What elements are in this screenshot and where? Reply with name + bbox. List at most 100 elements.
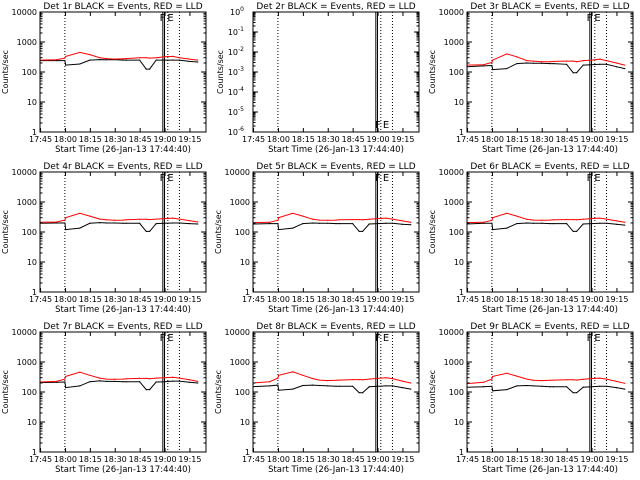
data-point-lld — [572, 218, 574, 221]
data-point-lld — [114, 58, 116, 60]
data-point-lld — [549, 219, 551, 221]
data-point-lld — [302, 374, 304, 376]
data-point-lld — [624, 64, 626, 66]
data-point-events — [148, 230, 151, 232]
y-tick-label: 10000 — [439, 328, 464, 337]
x-tick-label: 18:30 — [531, 135, 554, 144]
y-tick-label: 100 — [22, 68, 37, 77]
data-point-events — [532, 62, 535, 64]
y-axis-label: Counts/sec — [216, 50, 225, 94]
data-point-lld — [114, 378, 116, 380]
x-tick-label: 18:30 — [531, 295, 554, 304]
data-point-events — [532, 222, 535, 224]
data-point-events — [483, 386, 485, 388]
data-point-events — [358, 392, 360, 394]
data-point-lld — [526, 378, 528, 380]
data-point-events — [64, 381, 66, 383]
x-tick-label: 19:00 — [367, 135, 390, 144]
x-tick-label: 18:15 — [79, 135, 102, 144]
data-point-lld — [172, 376, 174, 378]
data-point-events — [506, 227, 508, 229]
x-tick-label: 19:00 — [581, 135, 604, 144]
y-tick-label: 1 — [32, 128, 37, 137]
data-point-lld — [105, 57, 107, 60]
data-point-lld — [526, 218, 528, 220]
x-tick-label: 18:00 — [481, 295, 504, 304]
y-tick-exp: -2 — [238, 46, 244, 53]
data-point-lld — [327, 379, 329, 382]
data-point-lld — [155, 57, 157, 59]
data-point-events — [188, 223, 190, 225]
x-tick-label: 18:45 — [129, 295, 152, 304]
data-point-lld — [292, 212, 294, 214]
data-point-lld — [605, 378, 608, 380]
data-point-events — [302, 384, 304, 387]
data-point-events — [178, 222, 181, 224]
data-point-lld — [89, 215, 91, 217]
y-tick-label: 10000 — [12, 8, 37, 17]
y-tick-label: 1000 — [17, 198, 37, 207]
data-point-events — [526, 62, 528, 64]
data-point-lld — [338, 219, 340, 221]
data-point-lld — [615, 380, 618, 383]
series-lld-line — [40, 212, 198, 223]
data-point-events — [292, 227, 294, 229]
y-tick-exp: -3 — [238, 66, 244, 73]
data-point-events — [277, 223, 279, 225]
panel-title: Det 5r BLACK = Events, RED = LLD — [256, 162, 415, 172]
data-point-lld — [277, 219, 279, 221]
y-tick-label: 10000 — [225, 328, 250, 337]
data-point-lld — [566, 379, 568, 381]
data-point-events — [492, 69, 494, 71]
data-point-lld — [590, 377, 593, 380]
series-group — [253, 212, 412, 232]
data-point-lld — [79, 51, 81, 54]
series-group — [467, 53, 626, 74]
data-point-lld — [188, 58, 190, 60]
x-tick-label: 18:45 — [342, 135, 365, 144]
data-point-events — [552, 386, 554, 388]
data-point-events — [566, 223, 568, 225]
series-lld-line — [40, 51, 198, 61]
marker-e-label: E — [383, 120, 389, 131]
x-tick-label: 18:45 — [342, 455, 365, 464]
data-point-events — [516, 385, 518, 387]
data-point-events — [278, 229, 280, 231]
data-point-lld — [318, 219, 320, 221]
data-point-events — [492, 390, 494, 392]
y-tick-label: 100 — [235, 388, 250, 397]
data-point-events — [327, 222, 329, 224]
data-point-lld — [615, 220, 618, 222]
data-point-events — [391, 385, 394, 387]
data-point-events — [105, 222, 107, 224]
x-tick-label: 19:15 — [605, 455, 628, 464]
x-tick-label: 17:45 — [29, 455, 52, 464]
y-tick-label: 10000 — [225, 168, 250, 177]
data-point-lld — [148, 378, 151, 380]
data-point-lld — [197, 221, 199, 223]
marker-f-label: F — [375, 120, 381, 131]
data-point-lld — [269, 221, 271, 223]
data-point-lld — [105, 378, 107, 380]
data-point-lld — [483, 221, 485, 223]
series-events-line — [40, 222, 198, 232]
data-point-events — [139, 59, 141, 61]
data-point-lld — [163, 377, 166, 379]
data-point-lld — [552, 60, 554, 63]
series-events-line — [40, 380, 198, 391]
data-point-events — [172, 222, 174, 224]
data-point-lld — [292, 371, 294, 373]
data-point-lld — [163, 56, 166, 58]
y-tick-label: 10 — [27, 98, 37, 107]
data-point-events — [269, 223, 271, 225]
y-tick-label: 10-5 — [228, 106, 244, 117]
data-point-events — [139, 222, 141, 224]
data-point-lld — [197, 59, 199, 61]
panel-title: Det 2r BLACK = Events, RED = LLD — [256, 2, 415, 12]
data-point-lld — [122, 378, 124, 380]
data-point-lld — [506, 372, 508, 374]
y-tick-label: 100 — [22, 388, 37, 397]
data-point-lld — [566, 60, 568, 62]
